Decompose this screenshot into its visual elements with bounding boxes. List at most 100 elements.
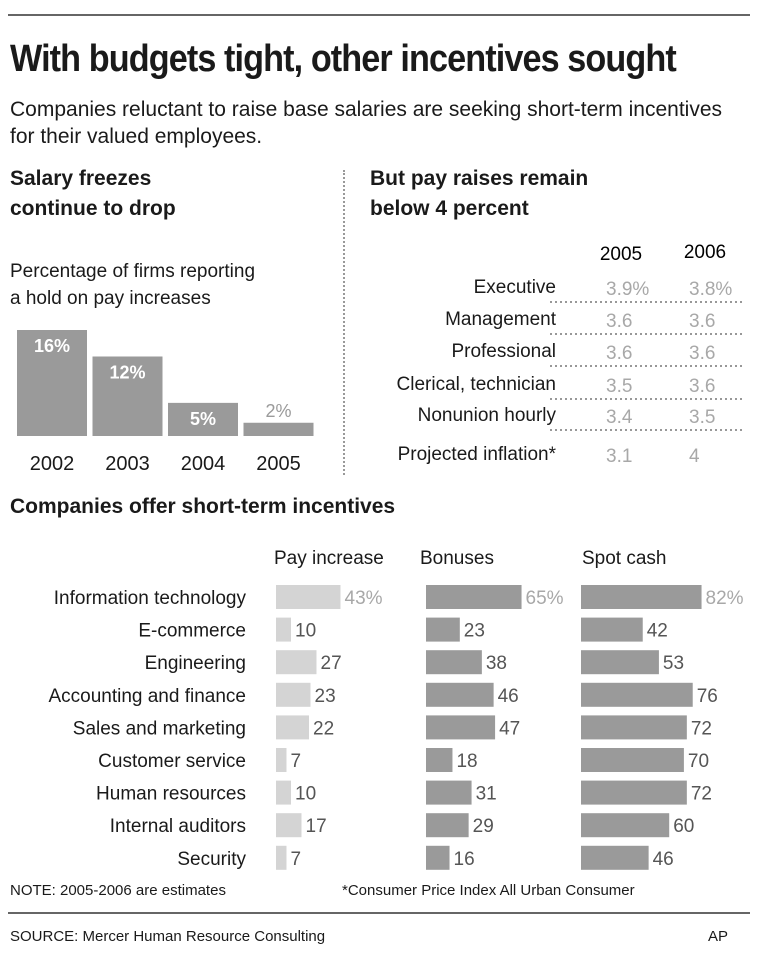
incentive-category-label: Accounting and finance	[48, 686, 246, 707]
freeze-value-label: 2%	[265, 401, 291, 421]
incentive-value-label: 65%	[526, 588, 564, 609]
raises-title-line2: below 4 percent	[370, 197, 529, 220]
incentive-category-label: Engineering	[145, 653, 246, 674]
incentive-bar-bonuses	[426, 585, 522, 609]
incentive-bar-pay-increase	[276, 650, 317, 675]
freeze-value-label: 12%	[109, 363, 145, 383]
incentive-bar-bonuses	[426, 617, 460, 642]
freeze-value-label: 16%	[34, 336, 70, 356]
incentive-value-label: 70	[688, 751, 709, 772]
incentive-bar-bonuses	[426, 780, 472, 805]
top-rule	[8, 14, 750, 16]
bottom-rule	[8, 912, 750, 914]
incentive-value-label: 23	[464, 621, 485, 642]
incentive-value-label: 27	[321, 653, 342, 674]
freezes-title-line2: continue to drop	[10, 197, 176, 220]
incentive-value-label: 53	[663, 653, 684, 674]
freezes-description: Percentage of firms reporting a hold on …	[10, 258, 255, 312]
raise-row-label: Professional	[451, 341, 556, 362]
incentive-value-label: 46	[498, 686, 519, 707]
raise-value-2005: 3.1	[606, 446, 632, 467]
freezes-desc-line2: a hold on pay increases	[10, 288, 211, 309]
incentive-value-label: 22	[313, 718, 334, 739]
incentive-value-label: 29	[473, 816, 494, 837]
raise-value-2005: 3.6	[606, 343, 632, 364]
incentive-bar-spot-cash	[581, 813, 670, 838]
raises-title-line1: But pay raises remain	[370, 167, 589, 190]
incentive-bar-pay-increase	[276, 813, 302, 838]
incentive-value-label: 43%	[345, 588, 383, 609]
raise-col-header-2005: 2005	[600, 244, 642, 265]
freeze-value-label: 5%	[190, 409, 216, 429]
freeze-year-label: 2004	[181, 453, 226, 475]
incentive-series-header: Spot cash	[582, 548, 667, 569]
raise-row-label: Executive	[474, 277, 556, 298]
freeze-year-label: 2003	[105, 453, 150, 475]
incentive-category-label: Security	[177, 849, 246, 870]
raise-row-label: Management	[445, 309, 557, 330]
freezes-title-line1: Salary freezes	[10, 167, 152, 190]
raises-title: But pay raises remain below 4 percent	[370, 164, 588, 224]
raise-row-label: Projected inflation*	[398, 444, 557, 465]
pay-raise-table: 2005 2006 Executive 3.9% 3.8% Management 3.6 3.…	[397, 242, 742, 467]
raise-row-label: Nonunion hourly	[418, 405, 557, 426]
raise-value-2006: 3.8%	[689, 279, 732, 300]
incentive-value-label: 76	[697, 686, 718, 707]
incentives-bar-chart: Pay increase Bonuses Spot cash Information …	[48, 548, 744, 870]
raise-value-2006: 3.6	[689, 343, 715, 364]
incentive-bar-spot-cash	[581, 780, 687, 805]
incentive-value-label: 7	[291, 849, 302, 870]
incentives-title: Companies offer short-term incentives	[10, 495, 396, 518]
freezes-desc-line1: Percentage of firms reporting	[10, 261, 256, 282]
raise-col-header-2006: 2006	[684, 242, 726, 263]
incentive-value-label: 16	[454, 849, 475, 870]
incentive-category-label: Human resources	[96, 784, 246, 805]
incentive-series-header: Bonuses	[420, 548, 494, 569]
incentive-bar-pay-increase	[276, 748, 287, 772]
incentive-bar-bonuses	[426, 650, 482, 675]
estimate-note: NOTE: 2005-2006 are estimates	[10, 882, 226, 899]
incentive-value-label: 72	[691, 784, 712, 805]
incentive-bar-spot-cash	[581, 845, 649, 870]
incentive-bar-bonuses	[426, 682, 494, 707]
incentive-bar-spot-cash	[581, 682, 693, 707]
incentive-bar-bonuses	[426, 748, 453, 772]
incentive-value-label: 46	[653, 849, 674, 870]
incentive-value-label: 82%	[706, 588, 744, 609]
raise-row-label: Clerical, technician	[397, 374, 556, 395]
incentive-value-label: 31	[476, 784, 497, 805]
salary-freeze-bar-chart: 16% 2002 12% 2003 5% 2004 2% 2005	[17, 330, 314, 475]
incentive-value-label: 10	[295, 621, 316, 642]
incentive-value-label: 18	[456, 751, 477, 772]
incentive-value-label: 10	[295, 784, 316, 805]
source-credit: SOURCE: Mercer Human Resource Consulting	[10, 928, 326, 945]
raise-value-2005: 3.9%	[606, 279, 649, 300]
incentive-value-label: 38	[486, 653, 507, 674]
section-divider	[343, 170, 345, 475]
incentive-value-label: 72	[691, 718, 712, 739]
incentive-bar-spot-cash	[581, 748, 684, 772]
incentive-bar-spot-cash	[581, 715, 687, 740]
incentive-value-label: 47	[499, 718, 520, 739]
incentive-bar-bonuses	[426, 715, 496, 740]
incentive-bar-spot-cash	[581, 617, 643, 642]
incentive-bar-pay-increase	[276, 617, 291, 642]
raise-value-2005: 3.4	[606, 407, 633, 428]
freezes-title: Salary freezes continue to drop	[10, 164, 176, 224]
freeze-year-label: 2002	[30, 453, 75, 475]
incentive-bar-pay-increase	[276, 585, 341, 609]
incentive-bar-bonuses	[426, 845, 450, 870]
incentive-value-label: 42	[647, 621, 668, 642]
incentive-bar-pay-increase	[276, 715, 309, 740]
incentive-category-label: Customer service	[98, 751, 246, 772]
page-subtitle: Companies reluctant to raise base salari…	[10, 98, 723, 148]
incentive-category-label: E-commerce	[138, 621, 246, 642]
incentive-value-label: 60	[673, 816, 694, 837]
incentive-category-label: Internal auditors	[110, 816, 246, 837]
freeze-bar-2002	[17, 330, 87, 436]
freeze-year-label: 2005	[256, 453, 301, 475]
cpi-footnote: *Consumer Price Index All Urban Consumer	[342, 882, 635, 899]
incentive-bar-bonuses	[426, 813, 469, 838]
raise-value-2006: 3.6	[689, 311, 715, 332]
incentive-bar-spot-cash	[581, 585, 702, 609]
